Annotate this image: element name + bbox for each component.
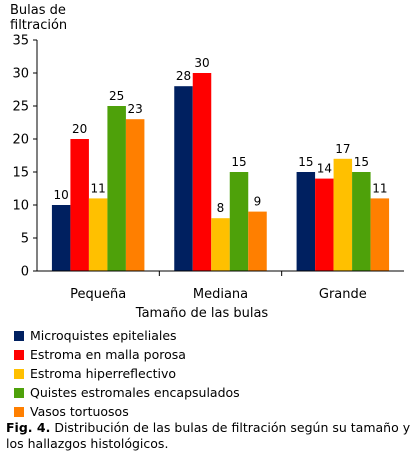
- x-categories: Pequeña Mediana Grande: [70, 271, 367, 302]
- bar: [51, 205, 71, 271]
- bar: [107, 106, 126, 271]
- legend-item: Vasos tortuosos: [14, 402, 240, 421]
- data-label: 11: [372, 181, 387, 195]
- bar: [370, 198, 390, 271]
- legend-item: Microquistes epiteliales: [14, 326, 240, 345]
- legend-label: Estroma en malla porosa: [30, 347, 186, 362]
- y-tick-label: 5: [21, 232, 29, 247]
- y-tick-label: 30: [12, 67, 29, 82]
- legend: Microquistes epiteliales Estroma en malla…: [14, 326, 240, 421]
- legend-item: Estroma hiperreflectivo: [14, 364, 240, 383]
- bars: [51, 73, 390, 271]
- data-label: 25: [109, 89, 124, 103]
- y-tick-label: 20: [12, 133, 29, 148]
- bar: [211, 218, 230, 271]
- y-ticks: 0 5 10 15 20 25 30 35: [12, 34, 37, 280]
- legend-label: Microquistes epiteliales: [30, 328, 177, 343]
- data-label: 15: [231, 155, 246, 169]
- bar: [229, 172, 249, 271]
- legend-label: Vasos tortuosos: [30, 404, 129, 419]
- bar: [70, 139, 89, 271]
- data-label: 15: [354, 155, 369, 169]
- y-axis-label-line1: Bulas de: [10, 3, 66, 18]
- y-tick-label: 0: [21, 265, 29, 280]
- data-label: 9: [254, 195, 262, 209]
- legend-swatch: [14, 349, 24, 360]
- bar: [333, 158, 353, 271]
- data-label: 10: [54, 188, 69, 202]
- data-label: 14: [317, 162, 332, 176]
- y-axis-label-line2: filtración: [10, 18, 67, 33]
- data-label: 20: [72, 122, 87, 136]
- x-category-label: Grande: [319, 287, 367, 302]
- y-tick-label: 10: [12, 199, 29, 214]
- data-label: 28: [176, 69, 191, 83]
- legend-item: Estroma en malla porosa: [14, 345, 240, 364]
- x-category-label: Pequeña: [70, 287, 126, 302]
- bar: [88, 198, 108, 271]
- legend-item: Quistes estromales encapsulados: [14, 383, 240, 402]
- legend-label: Quistes estromales encapsulados: [30, 385, 240, 400]
- legend-swatch: [14, 387, 24, 398]
- data-label: 17: [335, 142, 350, 156]
- legend-swatch: [14, 368, 24, 379]
- bar: [315, 178, 334, 271]
- y-tick-label: 35: [12, 34, 29, 49]
- data-label: 15: [298, 155, 313, 169]
- bar: [296, 172, 316, 271]
- data-label: 8: [217, 201, 225, 215]
- y-tick-label: 25: [12, 100, 29, 115]
- bar-chart: Bulas de filtración 0 5 10 15 20 25 30 35 10 20 1…: [10, 3, 404, 321]
- data-label: 30: [194, 56, 209, 70]
- y-tick-label: 15: [12, 166, 29, 181]
- bar: [352, 172, 371, 271]
- caption-label: Fig. 4.: [6, 420, 51, 435]
- axes: [36, 40, 404, 272]
- data-label: 11: [91, 181, 106, 195]
- figure-caption: Fig. 4. Distribución de las bulas de fil…: [6, 420, 416, 452]
- legend-swatch: [14, 330, 24, 341]
- bar: [192, 73, 212, 271]
- legend-label: Estroma hiperreflectivo: [30, 366, 176, 381]
- data-label: 23: [128, 102, 143, 116]
- x-category-label: Mediana: [193, 287, 248, 302]
- caption-text: Distribución de las bulas de filtración …: [6, 420, 411, 451]
- x-axis-label: Tamaño de las bulas: [135, 306, 269, 321]
- bar: [248, 211, 267, 271]
- legend-swatch: [14, 406, 24, 417]
- bar: [174, 86, 193, 271]
- bar: [125, 119, 145, 271]
